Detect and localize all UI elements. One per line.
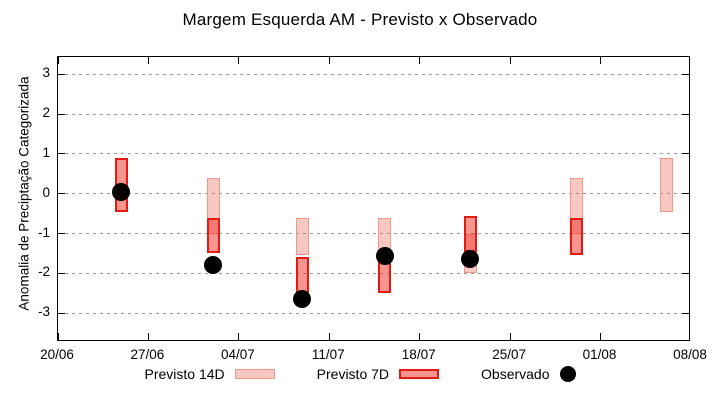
y-tick-label: 3: [42, 65, 50, 81]
x-tick-mark: [57, 333, 59, 340]
observed-dot: [293, 290, 312, 309]
chart-title: Margem Esquerda AM - Previsto x Observad…: [182, 10, 538, 29]
y-tick-mark: [58, 312, 65, 314]
x-tick-mark: [147, 333, 149, 340]
x-tick-mark: [328, 57, 330, 64]
y-tick-label: 0: [42, 184, 50, 200]
forecast-7d-bar: [295, 257, 309, 294]
y-tick-label: -1: [37, 224, 50, 240]
y-tick-label: -2: [37, 264, 50, 280]
plot-area: [57, 56, 690, 341]
gridline: [58, 113, 689, 115]
gridline: [58, 153, 689, 155]
y-tick-mark: [682, 233, 689, 235]
observed-dot: [461, 250, 480, 269]
legend-swatch-7d-icon: [399, 369, 440, 379]
y-tick-label: 1: [42, 144, 50, 160]
x-tick-mark: [328, 333, 330, 340]
x-tick-mark: [688, 57, 690, 64]
y-tick-mark: [682, 193, 689, 195]
x-tick-mark: [600, 333, 602, 340]
observed-dot: [375, 246, 394, 265]
legend-label-previsto-7d: Previsto 7D: [316, 366, 390, 382]
legend-swatch-14d-icon: [234, 369, 275, 379]
y-tick-mark: [58, 73, 65, 75]
x-tick-label: 11/07: [311, 347, 345, 362]
x-tick-label: 27/06: [130, 347, 165, 362]
x-tick-mark: [238, 57, 240, 64]
gridline: [58, 193, 689, 195]
y-tick-label: -3: [37, 304, 50, 320]
y-tick-label: 2: [42, 105, 50, 120]
legend-item-observado: Observado: [481, 366, 576, 382]
x-tick-label: 18/07: [401, 347, 436, 362]
forecast-14d-bar: [659, 157, 673, 212]
x-tick-mark: [419, 333, 421, 340]
x-tick-label: 25/07: [492, 347, 527, 362]
x-tick-label: 04/07: [220, 347, 255, 362]
y-tick-mark: [682, 153, 689, 155]
y-tick-mark: [682, 312, 689, 314]
x-tick-label: 20/06: [40, 347, 74, 362]
x-tick-mark: [509, 57, 511, 64]
x-tick-mark: [600, 57, 602, 64]
legend-item-previsto-14d: Previsto 14D: [145, 366, 275, 382]
forecast-7d-bar: [206, 217, 220, 254]
x-tick-mark: [147, 57, 149, 64]
y-tick-mark: [58, 193, 65, 195]
y-tick-mark: [682, 113, 689, 115]
y-tick-mark: [58, 153, 65, 155]
y-tick-mark: [58, 233, 65, 235]
x-tick-mark: [509, 333, 511, 340]
observed-dot: [204, 256, 223, 275]
y-tick-mark: [58, 272, 65, 274]
gridline: [58, 312, 689, 314]
y-tick-mark: [682, 272, 689, 274]
y-tick-mark: [58, 113, 65, 115]
forecast-7d-bar: [463, 215, 477, 252]
legend-observed-dot-icon: [559, 366, 576, 382]
legend-label-observado: Observado: [481, 366, 550, 382]
legend-label-previsto-14d: Previsto 14D: [144, 366, 225, 382]
gridline: [58, 73, 689, 75]
x-tick-label: 08/08: [673, 347, 707, 362]
y-tick-mark: [682, 73, 689, 75]
forecast-14d-bar: [295, 217, 309, 256]
legend-item-previsto-7d: Previsto 7D: [316, 366, 440, 382]
observed-dot: [112, 182, 131, 201]
x-tick-mark: [419, 57, 421, 64]
legend: Previsto 14D Previsto 7D Observado: [0, 366, 720, 382]
x-tick-mark: [238, 333, 240, 340]
gridline: [58, 272, 689, 274]
x-tick-mark: [57, 57, 59, 64]
x-tick-label: 01/08: [582, 347, 617, 362]
forecast-7d-bar: [569, 217, 583, 256]
gridline: [58, 233, 689, 235]
x-tick-mark: [688, 333, 690, 340]
